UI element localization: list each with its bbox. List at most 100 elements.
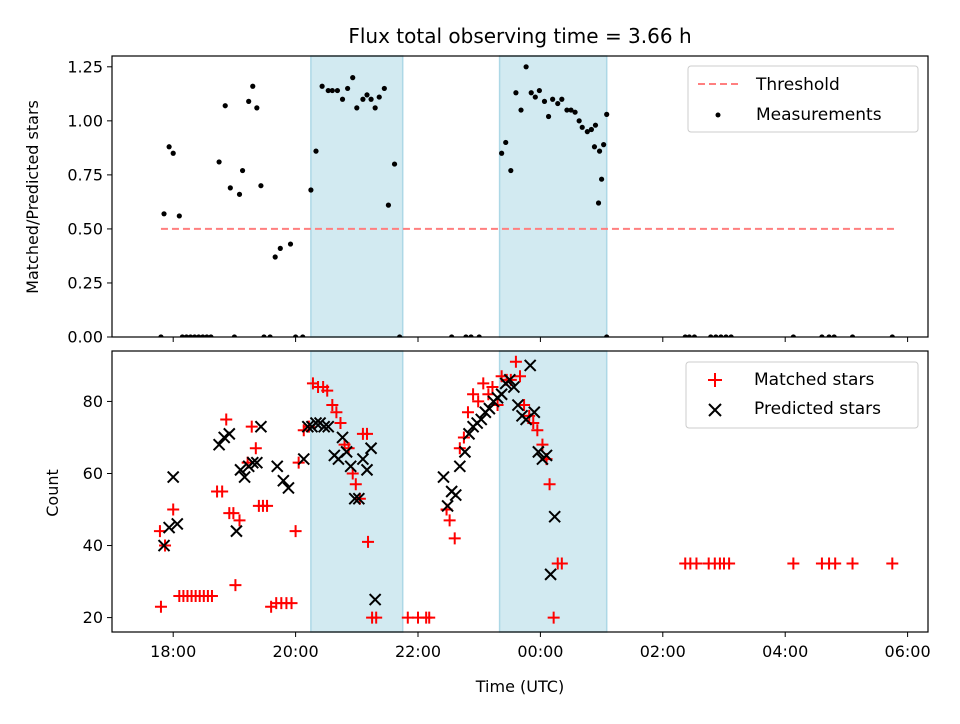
matched-stars-point-12: [205, 589, 218, 602]
measurements-point-73: [588, 126, 595, 133]
measurements-point-14: [222, 103, 228, 109]
bottom-ytick-label-3: 80: [83, 392, 103, 411]
bottom-xtick-label-1: 20:00: [273, 642, 319, 661]
measurements-point-52: [476, 334, 482, 337]
measurements-point-23: [261, 334, 267, 337]
measurements-point-33: [325, 87, 331, 94]
predicted-stars-point-36: [441, 499, 454, 513]
measurements-point-8: [192, 334, 198, 337]
measurements-point-56: [513, 90, 519, 96]
matched-stars-point-14: [216, 485, 229, 498]
measurements-point-19: [246, 98, 252, 104]
matched-stars-point-32: [292, 456, 305, 469]
matched-stars-point-60: [457, 431, 470, 444]
measurements-point-68: [568, 107, 574, 113]
predicted-stars-point-57: [528, 406, 541, 419]
matched-stars-point-57: [443, 514, 456, 527]
predicted-stars-point-23: [322, 420, 335, 433]
top-ytick-label-5: 1.25: [67, 57, 103, 76]
measurements-point-0: [158, 334, 164, 337]
matched-stars-point-52: [401, 611, 414, 624]
measurements-legend-marker: [715, 112, 721, 118]
top-ylabel: Matched/Predicted stars: [23, 100, 42, 294]
predicted-stars-point-53: [511, 398, 525, 412]
predicted-stars-point-7: [230, 524, 243, 538]
measurements-point-60: [532, 94, 538, 100]
measurements-point-94: [849, 334, 856, 337]
predicted-stars-point-40: [458, 445, 472, 459]
predicted-stars-point-27: [340, 445, 353, 459]
matched-legend-label: Matched stars: [754, 370, 874, 390]
top-legend-box: [687, 65, 919, 133]
top-ytick-label-2: 0.50: [67, 219, 103, 238]
bottom-ytick-label-2: 60: [83, 464, 103, 483]
measurements-point-51: [468, 334, 474, 337]
measurements-point-44: [376, 94, 382, 100]
predicted-stars-point-3: [171, 517, 184, 531]
matched-stars-point-51: [370, 611, 383, 624]
predicted-stars-point-49: [495, 388, 508, 401]
measurements-point-30: [308, 187, 314, 193]
measurements-point-55: [508, 167, 514, 174]
measurements-point-66: [559, 96, 565, 102]
matched-stars-point-48: [361, 427, 373, 440]
bottom-axes-frame: [111, 350, 929, 633]
bottom-observing-window-1: [498, 350, 608, 633]
measurements-point-48: [397, 334, 403, 337]
measurements-point-88: [723, 334, 729, 337]
measurements-point-83: [686, 334, 692, 337]
measurements-point-38: [350, 75, 356, 81]
measurements-point-42: [368, 96, 374, 102]
matched-stars-point-72: [514, 370, 526, 383]
measurements-point-75: [596, 148, 603, 154]
top-observing-window-1: [498, 55, 608, 338]
bottom-legend-box: [685, 361, 919, 429]
matched-stars-point-76: [531, 424, 544, 437]
matched-stars-point-61: [461, 406, 474, 419]
predicted-stars-point-9: [238, 470, 251, 484]
predicted-stars-point-14: [271, 460, 284, 473]
measurements-point-93: [831, 334, 837, 337]
matched-stars-point-38: [321, 384, 334, 397]
matched-stars-point-90: [723, 557, 736, 570]
measurements-point-91: [819, 334, 825, 337]
top-observing-window-0: [310, 55, 404, 338]
chart-title: Flux total observing time = 3.66 h: [348, 24, 691, 48]
predicted-stars-point-38: [449, 488, 462, 502]
measurements-point-1: [161, 211, 167, 217]
predicted-stars-point-39: [453, 460, 467, 473]
matched-stars-point-0: [153, 525, 166, 538]
bottom-xtick-label-6: 06:00: [885, 642, 931, 661]
matched-stars-point-17: [227, 507, 240, 520]
measurements-point-43: [372, 105, 378, 111]
predicted-stars-point-6: [223, 427, 236, 441]
predicted-stars-point-31: [356, 452, 370, 466]
bottom-ylabel: Count: [43, 469, 62, 517]
matched-stars-point-43: [342, 442, 355, 455]
matched-stars-point-59: [453, 442, 466, 455]
matched-stars-point-80: [547, 611, 560, 624]
matched-stars-point-21: [245, 420, 258, 433]
predicted-stars-point-52: [507, 380, 521, 394]
matched-stars-point-94: [829, 557, 842, 570]
measurements-point-84: [691, 334, 698, 337]
bottom-xtick-label-3: 00:00: [517, 642, 563, 661]
predicted-stars-point-12: [250, 456, 264, 469]
measurements-point-59: [528, 90, 534, 96]
measurements-point-80: [599, 176, 605, 182]
bottom-xtick-label-0: 18:00: [150, 642, 196, 661]
measurements-point-3: [170, 150, 176, 156]
matched-stars-point-55: [423, 611, 436, 624]
measurements-point-22: [258, 183, 264, 189]
predicted-stars-point-60: [540, 449, 553, 462]
matched-stars-point-85: [690, 557, 703, 570]
matched-stars-point-73: [518, 399, 531, 412]
top-ytick-label-4: 1.00: [67, 111, 103, 130]
predicted-stars-point-29: [348, 492, 361, 505]
matched-stars-point-49: [362, 535, 375, 548]
bottom-xtick-label-2: 22:00: [395, 642, 441, 661]
measurements-point-41: [364, 92, 370, 98]
matched-stars-point-31: [289, 525, 302, 538]
measurements-point-89: [728, 334, 734, 337]
